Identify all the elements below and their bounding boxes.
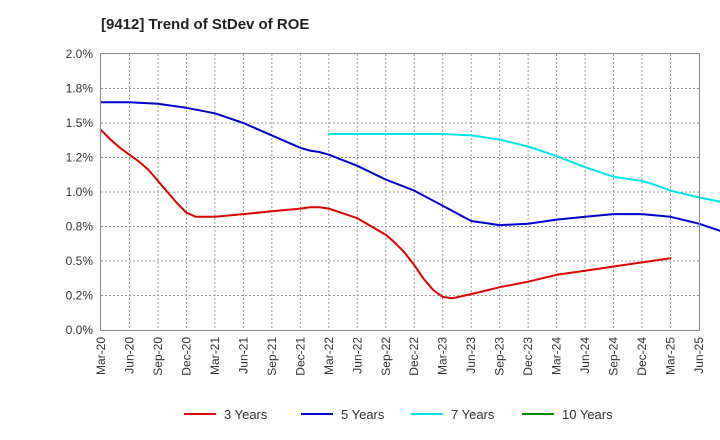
x-tick-label: Sep-24 — [607, 337, 621, 376]
x-tick-label: Dec-21 — [293, 337, 307, 376]
x-tick-label: Dec-23 — [521, 337, 535, 376]
x-tick-label: Jun-20 — [122, 337, 136, 374]
x-tick-label: Jun-22 — [350, 337, 364, 374]
x-tick-label: Dec-22 — [407, 337, 421, 376]
grid — [101, 54, 699, 330]
series-line-7-years — [327, 133, 720, 203]
x-tick-label: Sep-23 — [493, 337, 507, 376]
x-tick-label: Dec-20 — [179, 337, 193, 376]
y-tick-label: 1.2% — [66, 151, 94, 165]
plot-frame — [100, 53, 700, 331]
x-tick-label: Mar-21 — [208, 337, 222, 375]
legend-label-7-years: 7 Years — [451, 407, 495, 422]
y-tick-label: 1.0% — [66, 185, 94, 199]
x-tick-label: Mar-20 — [94, 337, 108, 375]
y-axis: 0.0% 0.2% 0.5% 0.8% 1.0% 1.2% 1.5% 1.8% 2.0% — [66, 47, 94, 337]
series-line-5-years — [100, 101, 720, 232]
x-tick-label: Sep-20 — [151, 337, 165, 376]
series-line-3-years — [100, 128, 672, 300]
y-tick-label: 2.0% — [66, 47, 94, 61]
y-tick-label: 0.2% — [66, 289, 94, 303]
legend-label-10-years: 10 Years — [562, 407, 613, 422]
x-tick-label: Dec-24 — [635, 337, 649, 376]
x-tick-label: Mar-25 — [664, 337, 678, 375]
y-tick-label: 0.5% — [66, 254, 94, 268]
x-tick-label: Mar-24 — [550, 337, 564, 375]
legend-label-5-years: 5 Years — [341, 407, 385, 422]
x-tick-label: Jun-21 — [236, 337, 250, 374]
legend-label-3-years: 3 Years — [224, 407, 268, 422]
x-axis: Mar-20 Jun-20 Sep-20 Dec-20 Mar-21 Jun-21 Sep-… — [94, 337, 706, 376]
chart-title: [9412] Trend of StDev of ROE — [101, 16, 309, 33]
y-tick-label: 1.5% — [66, 116, 94, 130]
y-tick-label: 0.0% — [66, 323, 94, 337]
x-tick-label: Sep-22 — [379, 337, 393, 376]
x-tick-label: Jun-25 — [692, 337, 706, 374]
series-layer — [100, 101, 720, 300]
x-tick-label: Mar-22 — [322, 337, 336, 375]
x-tick-label: Sep-21 — [265, 337, 279, 376]
y-tick-label: 0.8% — [66, 220, 94, 234]
x-tick-label: Mar-23 — [436, 337, 450, 375]
x-tick-label: Jun-23 — [464, 337, 478, 374]
x-tick-label: Jun-24 — [578, 337, 592, 374]
y-tick-label: 1.8% — [66, 82, 94, 96]
legend: 3 Years 5 Years 7 Years 10 Years — [184, 407, 613, 422]
